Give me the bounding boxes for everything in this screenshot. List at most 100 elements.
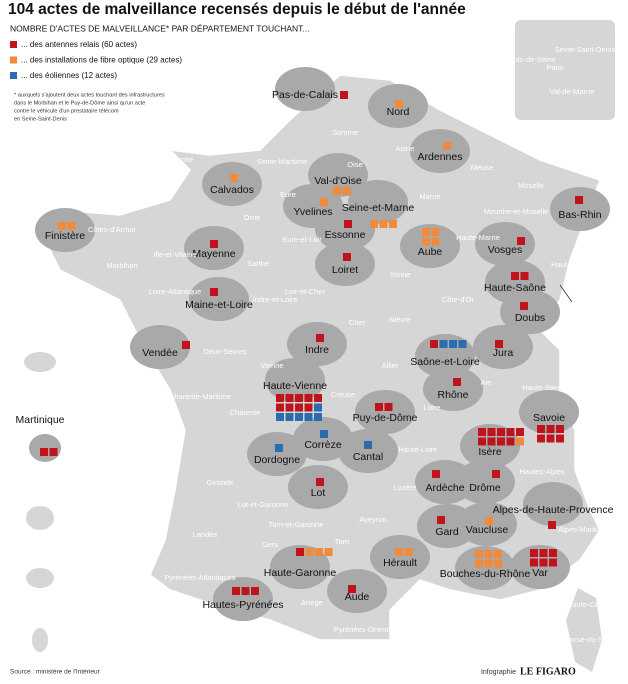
department-label-minor: Moselle <box>518 181 544 190</box>
department-label-minor: Seine-Saint-Denis <box>555 45 616 54</box>
department-label-minor: Mayotte <box>20 617 47 626</box>
department-label-minor: Paris <box>546 63 563 72</box>
department-label-minor: Cher <box>349 318 366 327</box>
department-label: Pas-de-Calais <box>272 89 338 101</box>
incident-square <box>340 91 348 99</box>
incident-square <box>556 434 564 443</box>
department-highlight <box>315 242 375 286</box>
department-label-minor: Haut-Rhin <box>551 260 585 269</box>
department-highlight <box>355 390 415 434</box>
department-label: Vaucluse <box>466 524 509 536</box>
department-highlight <box>247 432 307 476</box>
department-highlight <box>288 465 348 509</box>
department-label: Haute-Vienne <box>263 380 327 392</box>
incident-square <box>314 403 322 412</box>
department-label: Yvelines <box>293 206 332 218</box>
incident-square <box>285 394 294 402</box>
department-highlight <box>400 224 460 268</box>
department-label: Jura <box>493 347 514 359</box>
incident-square <box>439 340 448 348</box>
department-highlight <box>275 67 335 111</box>
incident-square <box>430 340 438 348</box>
incident-square <box>516 437 524 446</box>
incident-square <box>210 240 218 248</box>
department-label-minor: Ariège <box>301 598 323 607</box>
department-label: Gard <box>435 526 459 538</box>
incident-square <box>304 394 313 402</box>
department-label-minor: Meurthe-et-Moselle <box>484 207 549 216</box>
incident-square <box>484 550 493 558</box>
department-label: Seine-et-Marne <box>342 202 415 214</box>
department-label-minor: Yonne <box>390 270 411 279</box>
department-label: Alpes-de-Haute-Provence <box>493 504 614 516</box>
department-label: Indre <box>305 344 329 356</box>
incident-square <box>520 272 529 280</box>
department-label-minor: Tarn-et-Garonne <box>268 520 323 529</box>
credit-brand: LE FIGARO <box>520 666 576 677</box>
department-label-minor: Tarn <box>335 537 350 546</box>
department-highlight <box>370 535 430 579</box>
source: Source : ministère de l'Intérieur <box>10 669 101 676</box>
incident-square <box>49 448 58 456</box>
incident-square <box>241 587 250 595</box>
department-label: Doubs <box>515 312 545 324</box>
highlight-layer <box>35 67 610 621</box>
legend-swatch <box>10 56 17 64</box>
department-label-minor: Loire <box>424 403 441 412</box>
incident-square <box>453 378 461 386</box>
incident-square <box>497 428 505 436</box>
department-label: Finistère <box>45 230 85 242</box>
incident-square <box>432 470 440 478</box>
footnote: contre le véhicule d'un prestataire télé… <box>14 108 119 114</box>
department-label-minor: Ain <box>481 378 492 387</box>
incident-square <box>431 237 440 246</box>
department-label-minor: Aisne <box>396 144 415 153</box>
incident-square <box>67 222 76 230</box>
department-label-minor: Réunion <box>19 557 47 566</box>
department-highlight <box>500 290 560 334</box>
incident-square <box>344 220 352 228</box>
incident-square <box>333 187 341 195</box>
incident-square <box>324 548 333 556</box>
department-label-minor: Sarthe <box>247 259 269 268</box>
department-label-minor: Manche <box>167 155 194 164</box>
incident-square <box>449 340 457 348</box>
department-label-minor: Indre-et-Loire <box>252 295 297 304</box>
incident-square <box>182 341 190 349</box>
incident-square <box>422 228 430 236</box>
department-label-minor: Lozère <box>394 483 417 492</box>
incident-square <box>475 559 483 568</box>
department-highlight <box>189 277 249 321</box>
footnote: dans le Morbihan et le Puy-de-Dôme ainsi… <box>14 100 145 106</box>
department-label-minor: Morbihan <box>106 261 137 270</box>
incident-square <box>517 237 525 245</box>
department-label-minor: Meuse <box>471 163 494 172</box>
label-layer: ... des antennes relais (60 actes) ... de… <box>10 40 628 644</box>
department-label-minor: Nièvre <box>389 315 411 324</box>
incident-square <box>384 403 393 411</box>
department-label: Haute-Saône <box>484 282 546 294</box>
department-label: Mayenne <box>192 248 235 260</box>
department-highlight <box>287 322 347 366</box>
incident-square <box>549 558 557 567</box>
footnote: en Seine-Saint-Denis <box>14 116 67 122</box>
credit-prefix: Infographie <box>481 669 516 676</box>
incident-square <box>530 549 538 557</box>
incident-square <box>475 550 483 558</box>
incident-square <box>295 394 303 402</box>
subtitle: NOMBRE D'ACTES DE MALVEILLANCE* PAR DÉPA… <box>10 23 310 33</box>
incident-square <box>296 548 304 556</box>
department-highlight <box>293 417 353 461</box>
department-label: Dordogne <box>254 454 300 466</box>
department-label-minor: Haute-Loire <box>398 445 437 454</box>
department-label-minor: Eure <box>280 190 296 199</box>
department-label-minor: Guyane <box>20 487 46 496</box>
department-label: Ardennes <box>418 151 463 163</box>
incident-square <box>276 413 284 421</box>
incident-square <box>537 425 545 433</box>
department-highlight <box>130 325 190 369</box>
incident-square <box>549 549 557 557</box>
incident-square <box>395 100 403 108</box>
department-label: Ardèche <box>425 482 464 494</box>
incident-square <box>285 403 294 412</box>
